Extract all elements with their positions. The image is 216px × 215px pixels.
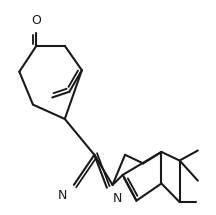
Text: N: N: [112, 192, 122, 205]
Text: N: N: [58, 189, 67, 202]
Text: O: O: [32, 14, 41, 27]
